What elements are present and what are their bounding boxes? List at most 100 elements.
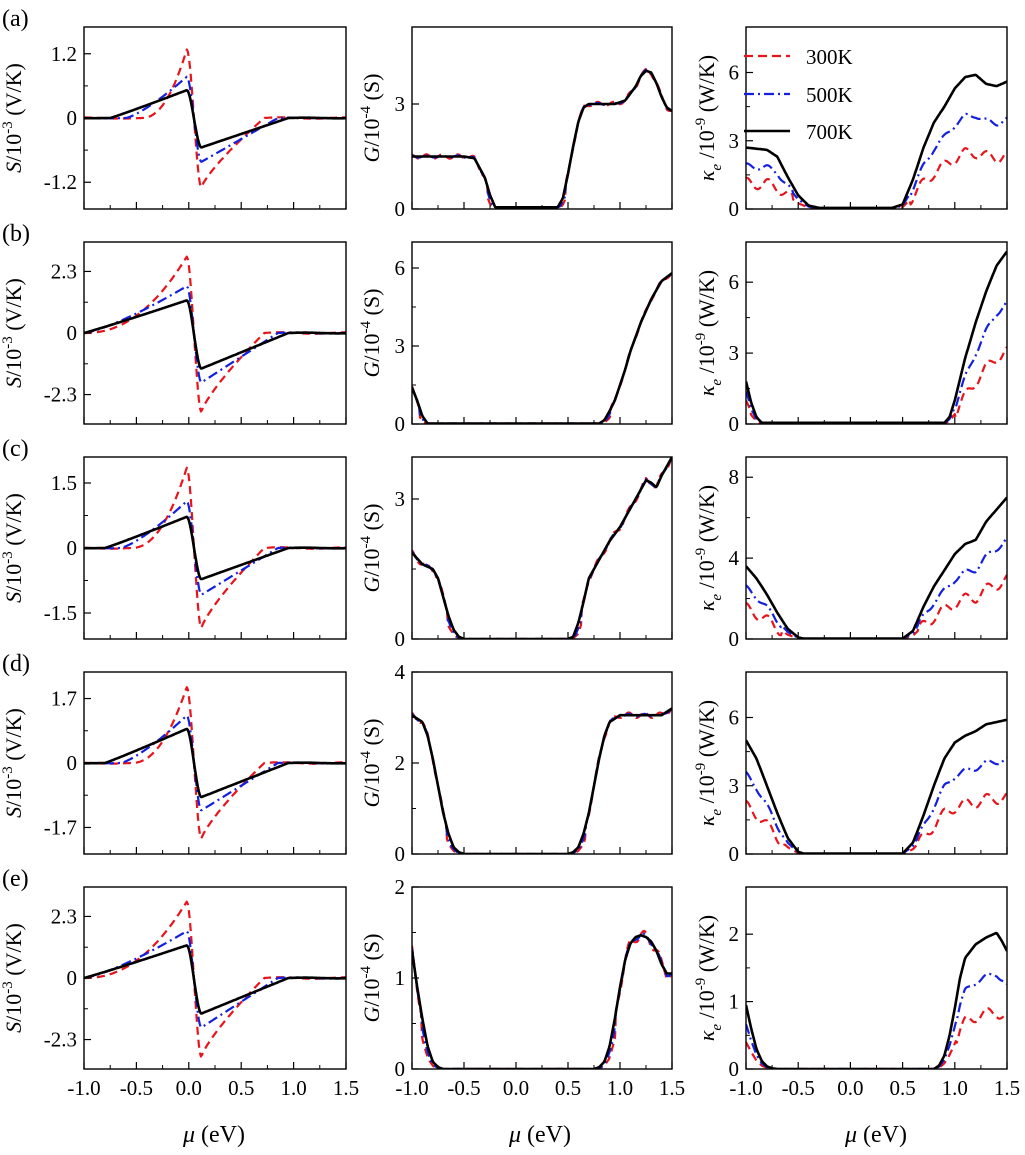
series-line-300K [746, 346, 1007, 424]
panel-G-2: 0 3 6 G/10-4 (S) [358, 241, 673, 436]
panel-S-4: -1.7 0 1.7 S/10-3 (V/K) (d) [0, 651, 347, 855]
legend: 300K 500K 700K [744, 45, 853, 144]
axes-frame [411, 456, 673, 640]
axes-frame [411, 241, 673, 425]
y-tick-label: -1.7 [44, 815, 77, 839]
series-line-300K [84, 466, 346, 629]
series-line-700K [746, 931, 1007, 1069]
y-tick-label: 4 [729, 546, 740, 570]
x-tick-label: -0.5 [447, 1076, 480, 1100]
axes-frame [745, 671, 1008, 855]
panel-label: (e) [2, 866, 29, 892]
series-line-500K [746, 300, 1007, 424]
y-tick-label: 1 [395, 966, 406, 990]
legend-label-300K: 300K [806, 45, 853, 69]
x-tick-label: 0.5 [555, 1076, 581, 1100]
series-line-500K [746, 112, 1007, 209]
axes-frame [411, 886, 673, 1070]
y-tick-label: 0 [395, 842, 406, 866]
x-tick-label: 1.0 [942, 1076, 968, 1100]
y-tick-label: 0 [729, 412, 740, 436]
y-tick-label: 6 [729, 706, 740, 730]
panel-G-4: 0 2 4 G/10-4 (S) [358, 660, 673, 866]
series-line-300K [412, 272, 672, 424]
y-tick-label: 0 [67, 751, 78, 775]
series-line-300K [412, 929, 672, 1069]
y-axis-title-K: κe /10-9 (W/K) [693, 700, 725, 826]
y-axis-title-G: G/10-4 (S) [358, 719, 384, 808]
y-tick-label: 0 [729, 197, 740, 221]
x-tick-label: -1.0 [395, 1076, 428, 1100]
panel-S-1: -1.2 0 1.2 S/10-3 (V/K) (a) [0, 6, 347, 210]
series-line-700K [412, 934, 672, 1069]
axes-frame [745, 241, 1008, 425]
y-tick-label: 0 [67, 321, 78, 345]
series-line-500K [746, 756, 1007, 854]
panel-label: (c) [2, 436, 29, 462]
y-tick-label: 0 [729, 627, 740, 651]
y-axis-title-K: κe /10-9 (W/K) [693, 55, 725, 181]
x-axis-title-col2: μ (eV) [508, 1122, 571, 1148]
series-group [746, 496, 1007, 639]
panel-label: (b) [2, 221, 30, 247]
y-tick-label: 1.5 [51, 471, 77, 495]
axes-frame [411, 26, 673, 210]
panel-K-4: 0 3 6κe /10-9 (W/K) [693, 671, 1008, 866]
series-line-700K [84, 299, 346, 370]
y-tick-label: 3 [729, 774, 740, 798]
x-tick-label: -0.5 [120, 1076, 153, 1100]
y-tick-label: 3 [729, 129, 740, 153]
series-group [84, 466, 346, 629]
series-line-700K [412, 272, 672, 424]
series-group [412, 929, 672, 1069]
x-tick-label: 1.0 [607, 1076, 633, 1100]
series-group [84, 900, 346, 1058]
series-line-700K [84, 727, 346, 799]
panel-G-1: 0 3 G/10-4 (S) [358, 26, 673, 221]
panel-K-5: -1.0 -0.5 0.0 0.5 1.0 1.5 0 1 2κe /10-9 (W/K) [693, 886, 1020, 1100]
series-line-700K [412, 457, 672, 639]
series-group [412, 272, 672, 424]
series-group [746, 931, 1007, 1069]
y-tick-label: 0 [395, 412, 406, 436]
y-tick-label: 0 [395, 197, 406, 221]
y-axis-title-S: S/10-3 (V/K) [0, 278, 26, 388]
series-line-700K [412, 707, 672, 854]
series-line-500K [412, 707, 672, 854]
y-tick-label: 0 [729, 842, 740, 866]
x-tick-label: -0.5 [782, 1076, 815, 1100]
series-line-700K [746, 496, 1007, 639]
series-line-300K [746, 1007, 1007, 1069]
legend-label-500K: 500K [806, 83, 853, 107]
series-line-700K [746, 250, 1007, 424]
legend-label-700K: 700K [806, 120, 853, 144]
series-group [84, 686, 346, 840]
axes-frame [745, 456, 1008, 640]
y-tick-label: 3 [729, 341, 740, 365]
y-tick-label: 3 [395, 92, 406, 116]
x-tick-label: 0.5 [228, 1076, 254, 1100]
series-line-300K [746, 792, 1007, 854]
y-axis-title-G: G/10-4 (S) [358, 504, 384, 593]
series-line-700K [412, 69, 672, 209]
panel-G-3: 0 3 G/10-4 (S) [358, 456, 673, 651]
y-tick-label: 0 [67, 966, 78, 990]
series-line-300K [412, 707, 672, 854]
panel-G-5: -1.0 -0.5 0.0 0.5 1.0 1.5 0 1 2 G/10-4 (S) [358, 875, 685, 1100]
y-axis-title-S: S/10-3 (V/K) [0, 923, 26, 1033]
y-tick-label: 0 [395, 627, 406, 651]
x-tick-label: 0.0 [837, 1076, 863, 1100]
y-tick-label: -2.3 [44, 383, 77, 407]
series-line-300K [84, 900, 346, 1058]
series-group [412, 457, 672, 639]
y-axis-title-S: S/10-3 (V/K) [0, 63, 26, 173]
y-tick-label: 6 [729, 61, 740, 85]
y-axis-title-G: G/10-4 (S) [358, 934, 384, 1023]
y-tick-label: -2.3 [44, 1028, 77, 1052]
panel-K-1: 0 3 6κe /10-9 (W/K) [693, 26, 1008, 221]
y-tick-label: -1.2 [44, 170, 77, 194]
series-line-300K [412, 457, 672, 639]
y-tick-label: 2.3 [51, 259, 77, 283]
x-tick-label: 0.5 [889, 1076, 915, 1100]
panel-label: (d) [2, 651, 30, 677]
